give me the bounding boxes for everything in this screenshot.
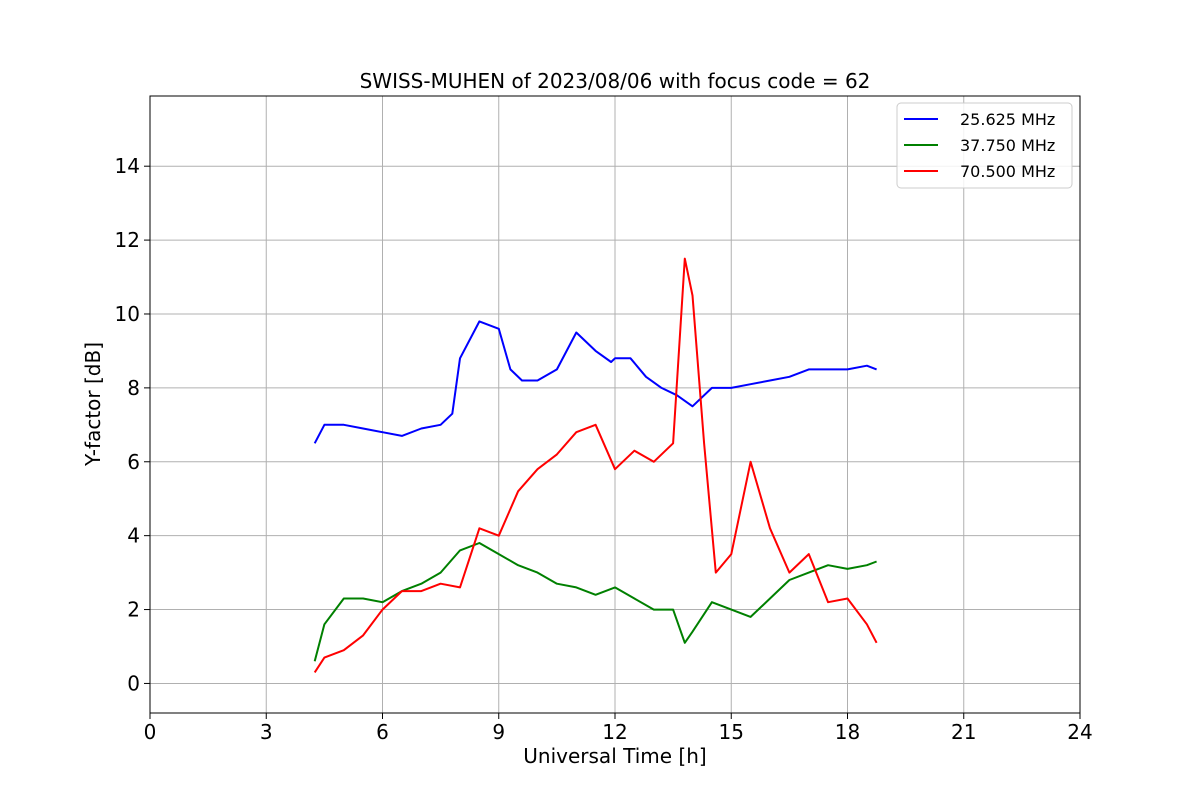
legend-label-1: 25.625 MHz: [960, 110, 1055, 129]
y-tick-label: 0: [127, 671, 140, 695]
series-line-2: [313, 542, 877, 662]
legend-label-3: 70.500 MHz: [960, 162, 1055, 181]
x-tick-label: 12: [602, 720, 627, 744]
y-tick-label: 6: [127, 450, 140, 474]
x-tick-label: 21: [951, 720, 976, 744]
x-tick-label: 6: [376, 720, 389, 744]
legend: 25.625 MHz 37.750 MHz 70.500 MHz: [896, 102, 1073, 189]
series-line-1: [313, 320, 877, 444]
y-tick-label: 14: [115, 154, 140, 178]
x-tick-label: 0: [144, 720, 157, 744]
x-tick-label: 9: [492, 720, 505, 744]
y-tick-label: 2: [127, 598, 140, 622]
legend-box: [896, 102, 1073, 189]
x-tick-label: 18: [835, 720, 860, 744]
x-tick-label: 3: [260, 720, 273, 744]
y-tick-label: 4: [127, 524, 140, 548]
x-tick-label: 15: [719, 720, 744, 744]
y-tick-label: 12: [115, 228, 140, 252]
legend-label-2: 37.750 MHz: [960, 136, 1055, 155]
y-axis-title: Y-factor [dB]: [81, 342, 105, 467]
series-line-3: [313, 257, 878, 673]
x-axis-title: Universal Time [h]: [523, 744, 706, 768]
x-tick-label: 24: [1067, 720, 1092, 744]
y-tick-label: 10: [115, 302, 140, 326]
series-layer: [313, 257, 878, 673]
y-tick-label: 8: [127, 376, 140, 400]
chart-title: SWISS-MUHEN of 2023/08/06 with focus cod…: [360, 69, 871, 93]
